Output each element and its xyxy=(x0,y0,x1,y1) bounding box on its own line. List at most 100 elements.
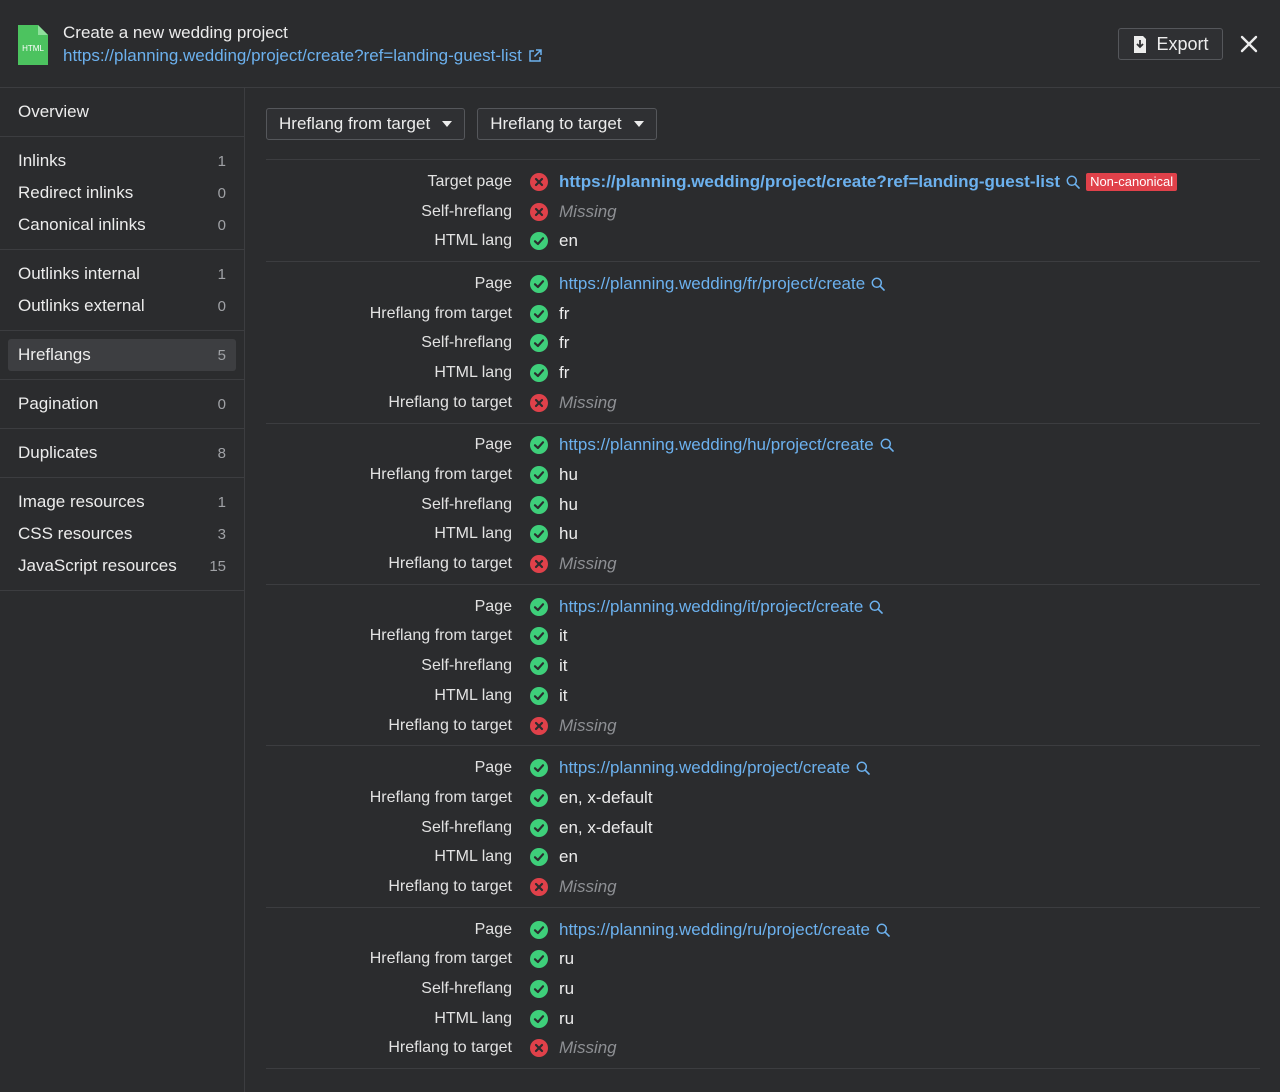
value-text: en, x-default xyxy=(559,817,653,837)
sidebar-item-redirect-inlinks[interactable]: Redirect inlinks 0 xyxy=(8,177,236,209)
page-link[interactable]: https://planning.wedding/fr/project/crea… xyxy=(559,273,866,293)
hreflang-row-html-lang: HTML lang en xyxy=(266,842,1260,872)
row-value: https://planning.wedding/project/create xyxy=(559,758,870,778)
sidebar-item-inlinks[interactable]: Inlinks 1 xyxy=(8,145,236,177)
non-canonical-badge: Non-canonical xyxy=(1086,172,1178,191)
sidebar-item-canonical-inlinks[interactable]: Canonical inlinks 0 xyxy=(8,209,236,241)
page-link[interactable]: https://planning.wedding/it/project/crea… xyxy=(559,596,864,616)
row-value: https://planning.wedding/hu/project/crea… xyxy=(559,435,894,455)
search-icon[interactable] xyxy=(869,600,884,614)
sidebar-item-count: 1 xyxy=(217,265,226,283)
row-label: Self-hreflang xyxy=(421,202,512,220)
value-text: ru xyxy=(559,949,575,969)
row-value: en xyxy=(559,847,578,867)
row-value: Missing xyxy=(559,554,617,574)
row-label: HTML lang xyxy=(434,686,512,704)
row-value: it xyxy=(559,626,568,646)
x-circle-icon xyxy=(530,172,548,191)
check-circle-icon xyxy=(530,232,548,251)
sidebar-item-count: 0 xyxy=(217,184,226,202)
export-label[interactable]: Export xyxy=(1156,33,1209,54)
sidebar-item-duplicates[interactable]: Duplicates 8 xyxy=(8,437,236,469)
page-link[interactable]: https://planning.wedding/hu/project/crea… xyxy=(559,435,874,455)
row-value: hu xyxy=(559,495,578,515)
page-link[interactable]: https://planning.wedding/project/create xyxy=(559,758,851,778)
value-text: it xyxy=(559,685,568,705)
sidebar-item-outlinks-internal[interactable]: Outlinks internal 1 xyxy=(8,258,236,290)
row-value: https://planning.wedding/it/project/crea… xyxy=(559,596,884,617)
x-circle-icon xyxy=(530,716,548,735)
row-value: it xyxy=(559,686,568,706)
hreflang-from-target-dropdown[interactable]: Hreflang from target xyxy=(266,107,466,140)
download-icon xyxy=(1134,35,1147,53)
hreflang-row-hreflang-to-target: Hreflang to target Missing xyxy=(266,872,1260,902)
external-link-icon[interactable] xyxy=(528,49,542,63)
dropdown-label[interactable]: Hreflang to target xyxy=(490,113,622,133)
sidebar-item-outlinks-external[interactable]: Outlinks external 0 xyxy=(8,290,236,322)
check-circle-icon xyxy=(530,686,548,705)
page-link[interactable]: https://planning.wedding/project/create?… xyxy=(559,171,1061,191)
row-label: Hreflang to target xyxy=(388,555,512,573)
sidebar-item-label: Hreflangs xyxy=(18,345,91,364)
row-value: ru xyxy=(559,949,574,969)
page-url-text[interactable]: https://planning.wedding/project/create?… xyxy=(63,46,522,65)
search-icon[interactable] xyxy=(880,438,894,453)
row-label: HTML lang xyxy=(434,848,512,866)
panel-header: HTML Create a new wedding project https:… xyxy=(0,0,1280,88)
row-label: HTML lang xyxy=(434,363,512,381)
missing-value: Missing xyxy=(559,201,617,221)
sidebar-item-javascript-resources[interactable]: JavaScript resources 15 xyxy=(8,550,236,582)
x-circle-icon xyxy=(530,877,548,896)
row-value: Missing xyxy=(559,877,617,897)
hreflang-to-target-dropdown[interactable]: Hreflang to target xyxy=(477,107,657,140)
sidebar-item-image-resources[interactable]: Image resources 1 xyxy=(8,486,236,518)
export-button[interactable]: Export xyxy=(1118,28,1223,60)
row-label: Hreflang from target xyxy=(369,466,512,484)
row-label: Page xyxy=(474,920,512,938)
hreflang-group: Page https://planning.wedding/ru/project/… xyxy=(266,908,1260,1070)
search-icon[interactable] xyxy=(1066,175,1080,189)
hreflang-row-self-hreflang: Self-hreflang ru xyxy=(266,974,1260,1004)
sidebar-item-css-resources[interactable]: CSS resources 3 xyxy=(8,518,236,550)
nav-group: Inlinks 1 Redirect inlinks 0 Canonical inlin… xyxy=(0,137,244,250)
check-circle-icon xyxy=(530,818,548,837)
sidebar-item-label: Duplicates xyxy=(18,443,98,462)
row-label: Hreflang from target xyxy=(369,950,512,968)
sidebar-item-count: 0 xyxy=(217,216,226,234)
hreflang-row-hreflang-from-target: Hreflang from target fr xyxy=(266,299,1260,329)
page-link[interactable]: https://planning.wedding/ru/project/crea… xyxy=(559,919,870,939)
hreflang-group: Page https://planning.wedding/it/project/… xyxy=(266,585,1260,747)
row-value: hu xyxy=(559,524,578,544)
row-value: en, x-default xyxy=(559,818,653,838)
sidebar-item-hreflangs[interactable]: Hreflangs 5 xyxy=(8,339,236,371)
dropdown-label[interactable]: Hreflang from target xyxy=(279,113,431,133)
hreflang-row-self-hreflang: Self-hreflang it xyxy=(266,651,1260,681)
search-icon[interactable] xyxy=(876,923,890,937)
check-circle-icon xyxy=(530,304,548,323)
hreflang-row-hreflang-to-target: Hreflang to target Missing xyxy=(266,549,1260,579)
row-label: Self-hreflang xyxy=(421,657,512,675)
row-label: Self-hreflang xyxy=(421,495,512,513)
check-circle-icon xyxy=(530,334,548,353)
row-label: Hreflang from target xyxy=(369,788,512,806)
search-icon[interactable] xyxy=(871,277,885,291)
hreflang-groups: Target page https://planning.wedding/proj… xyxy=(266,160,1260,1070)
sidebar-item-label: Inlinks xyxy=(18,151,67,170)
row-value: Missing xyxy=(559,393,617,413)
check-circle-icon xyxy=(530,274,548,293)
hreflang-group: Page https://planning.wedding/hu/project/… xyxy=(266,424,1260,585)
sidebar-item-count: 0 xyxy=(217,395,226,413)
close-icon[interactable] xyxy=(1238,33,1260,55)
row-value: en, x-default xyxy=(559,788,653,808)
missing-value: Missing xyxy=(559,715,617,735)
check-circle-icon xyxy=(530,657,548,676)
missing-value: Missing xyxy=(559,392,617,412)
check-circle-icon xyxy=(530,525,548,544)
search-icon[interactable] xyxy=(856,761,870,776)
filter-bar: Hreflang from target Hreflang to target xyxy=(266,88,1260,160)
sidebar-item-pagination[interactable]: Pagination 0 xyxy=(8,388,236,420)
sidebar-item-overview[interactable]: Overview xyxy=(8,96,236,128)
x-circle-icon xyxy=(530,555,548,574)
svg-text:HTML: HTML xyxy=(22,44,44,53)
page-url-link[interactable]: https://planning.wedding/project/create?… xyxy=(63,44,542,68)
